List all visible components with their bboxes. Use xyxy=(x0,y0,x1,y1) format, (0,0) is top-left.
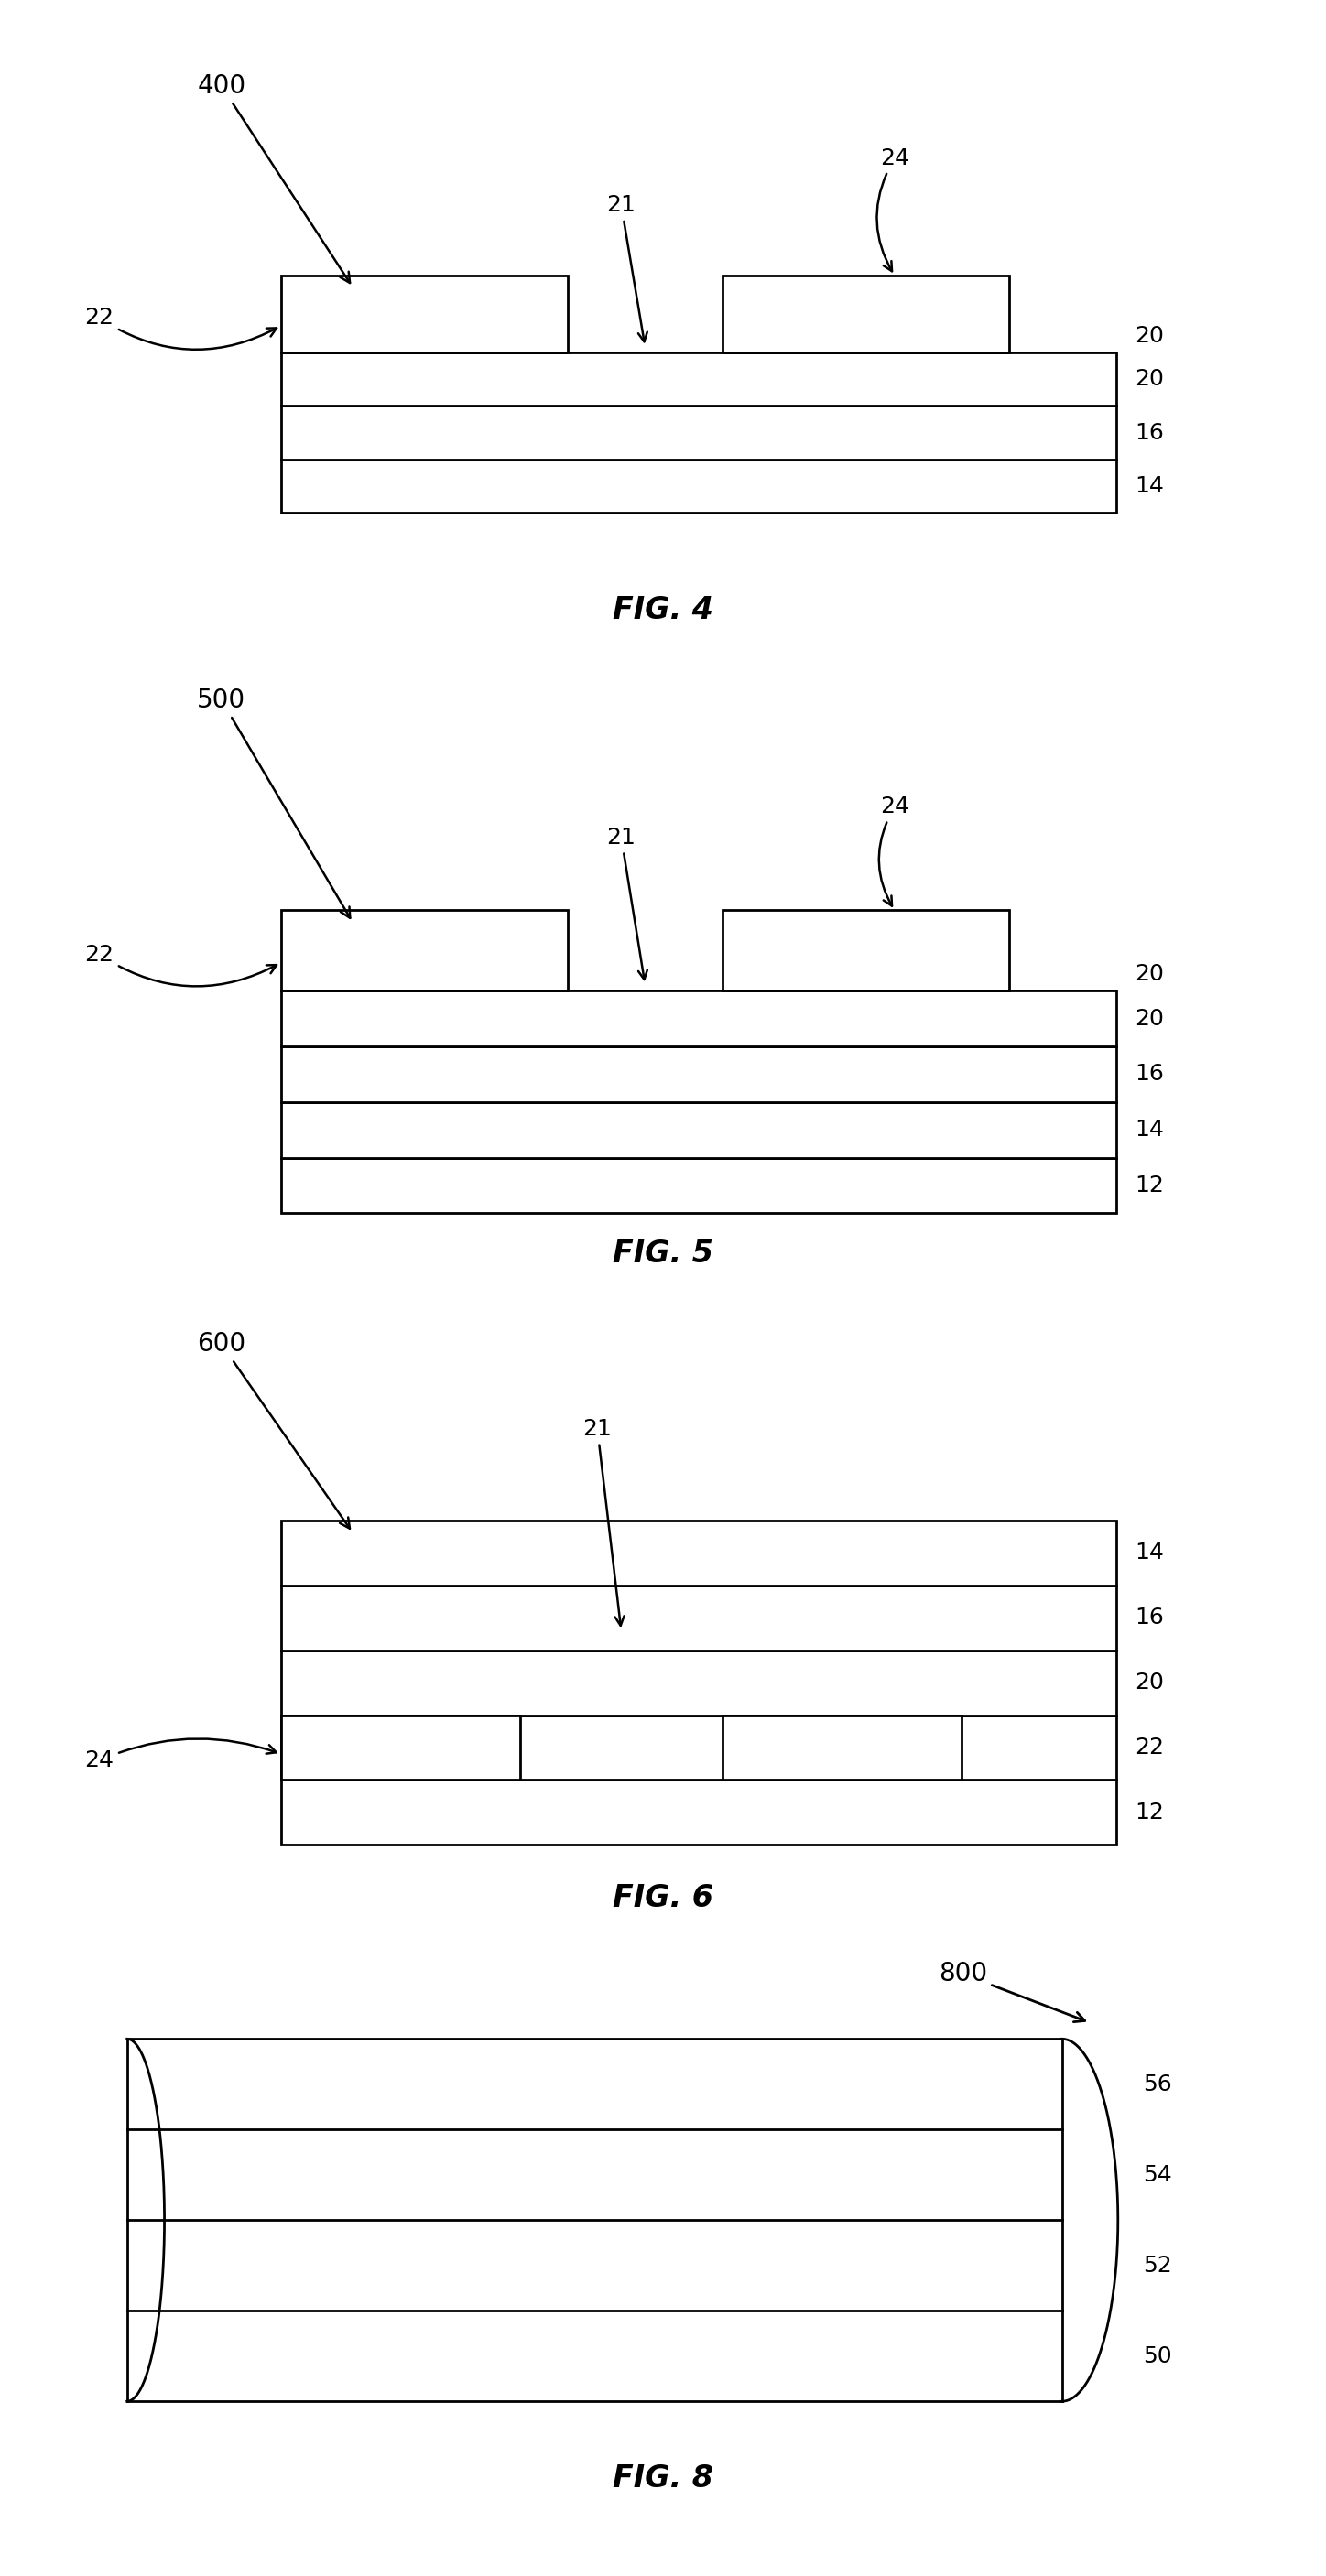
Text: 52: 52 xyxy=(1143,2254,1172,2277)
Text: 16: 16 xyxy=(1135,422,1164,443)
Text: 22: 22 xyxy=(85,943,277,987)
Bar xyxy=(723,276,1009,353)
Text: 21: 21 xyxy=(606,193,647,343)
Text: 14: 14 xyxy=(1135,1543,1164,1564)
Bar xyxy=(281,1716,1116,1780)
Bar xyxy=(281,276,568,353)
Text: 16: 16 xyxy=(1135,1064,1164,1084)
Bar xyxy=(281,1103,1116,1157)
Text: 14: 14 xyxy=(1135,1118,1164,1141)
Bar xyxy=(281,459,1116,513)
Text: 50: 50 xyxy=(1143,2344,1172,2367)
Text: 21: 21 xyxy=(582,1417,625,1625)
Text: 20: 20 xyxy=(1135,325,1164,348)
Text: 12: 12 xyxy=(1135,1175,1164,1195)
Text: 24: 24 xyxy=(876,147,910,270)
Text: 21: 21 xyxy=(606,827,647,979)
Text: FIG. 5: FIG. 5 xyxy=(613,1239,713,1270)
Bar xyxy=(281,1520,1116,1584)
Text: 12: 12 xyxy=(1135,1801,1164,1824)
Text: 16: 16 xyxy=(1135,1607,1164,1628)
Bar xyxy=(723,909,1009,992)
Bar xyxy=(281,992,1116,1046)
Text: FIG. 8: FIG. 8 xyxy=(613,2463,713,2494)
Text: 600: 600 xyxy=(198,1332,350,1528)
Bar xyxy=(281,909,568,992)
Bar xyxy=(281,1157,1116,1213)
Text: 56: 56 xyxy=(1143,2074,1172,2094)
Text: 400: 400 xyxy=(198,72,350,283)
Bar xyxy=(281,1716,520,1780)
Text: 20: 20 xyxy=(1135,963,1164,984)
Bar xyxy=(281,1584,1116,1651)
Text: 54: 54 xyxy=(1143,2164,1172,2187)
Bar xyxy=(281,1780,1116,1844)
Bar xyxy=(281,353,1116,407)
Text: FIG. 4: FIG. 4 xyxy=(613,595,713,626)
Bar xyxy=(281,407,1116,459)
Text: 24: 24 xyxy=(85,1739,276,1772)
Text: 22: 22 xyxy=(1135,1736,1164,1759)
Text: 20: 20 xyxy=(1135,1007,1164,1030)
Bar xyxy=(281,1046,1116,1103)
Text: 14: 14 xyxy=(1135,474,1164,497)
Bar xyxy=(281,1651,1116,1716)
Text: 24: 24 xyxy=(879,796,910,907)
Text: 800: 800 xyxy=(939,1960,1085,2022)
Bar xyxy=(723,1716,961,1780)
Text: 22: 22 xyxy=(85,307,277,350)
Text: 500: 500 xyxy=(198,688,350,917)
Text: 20: 20 xyxy=(1135,1672,1164,1692)
Text: 20: 20 xyxy=(1135,368,1164,392)
Text: FIG. 6: FIG. 6 xyxy=(613,1883,713,1914)
